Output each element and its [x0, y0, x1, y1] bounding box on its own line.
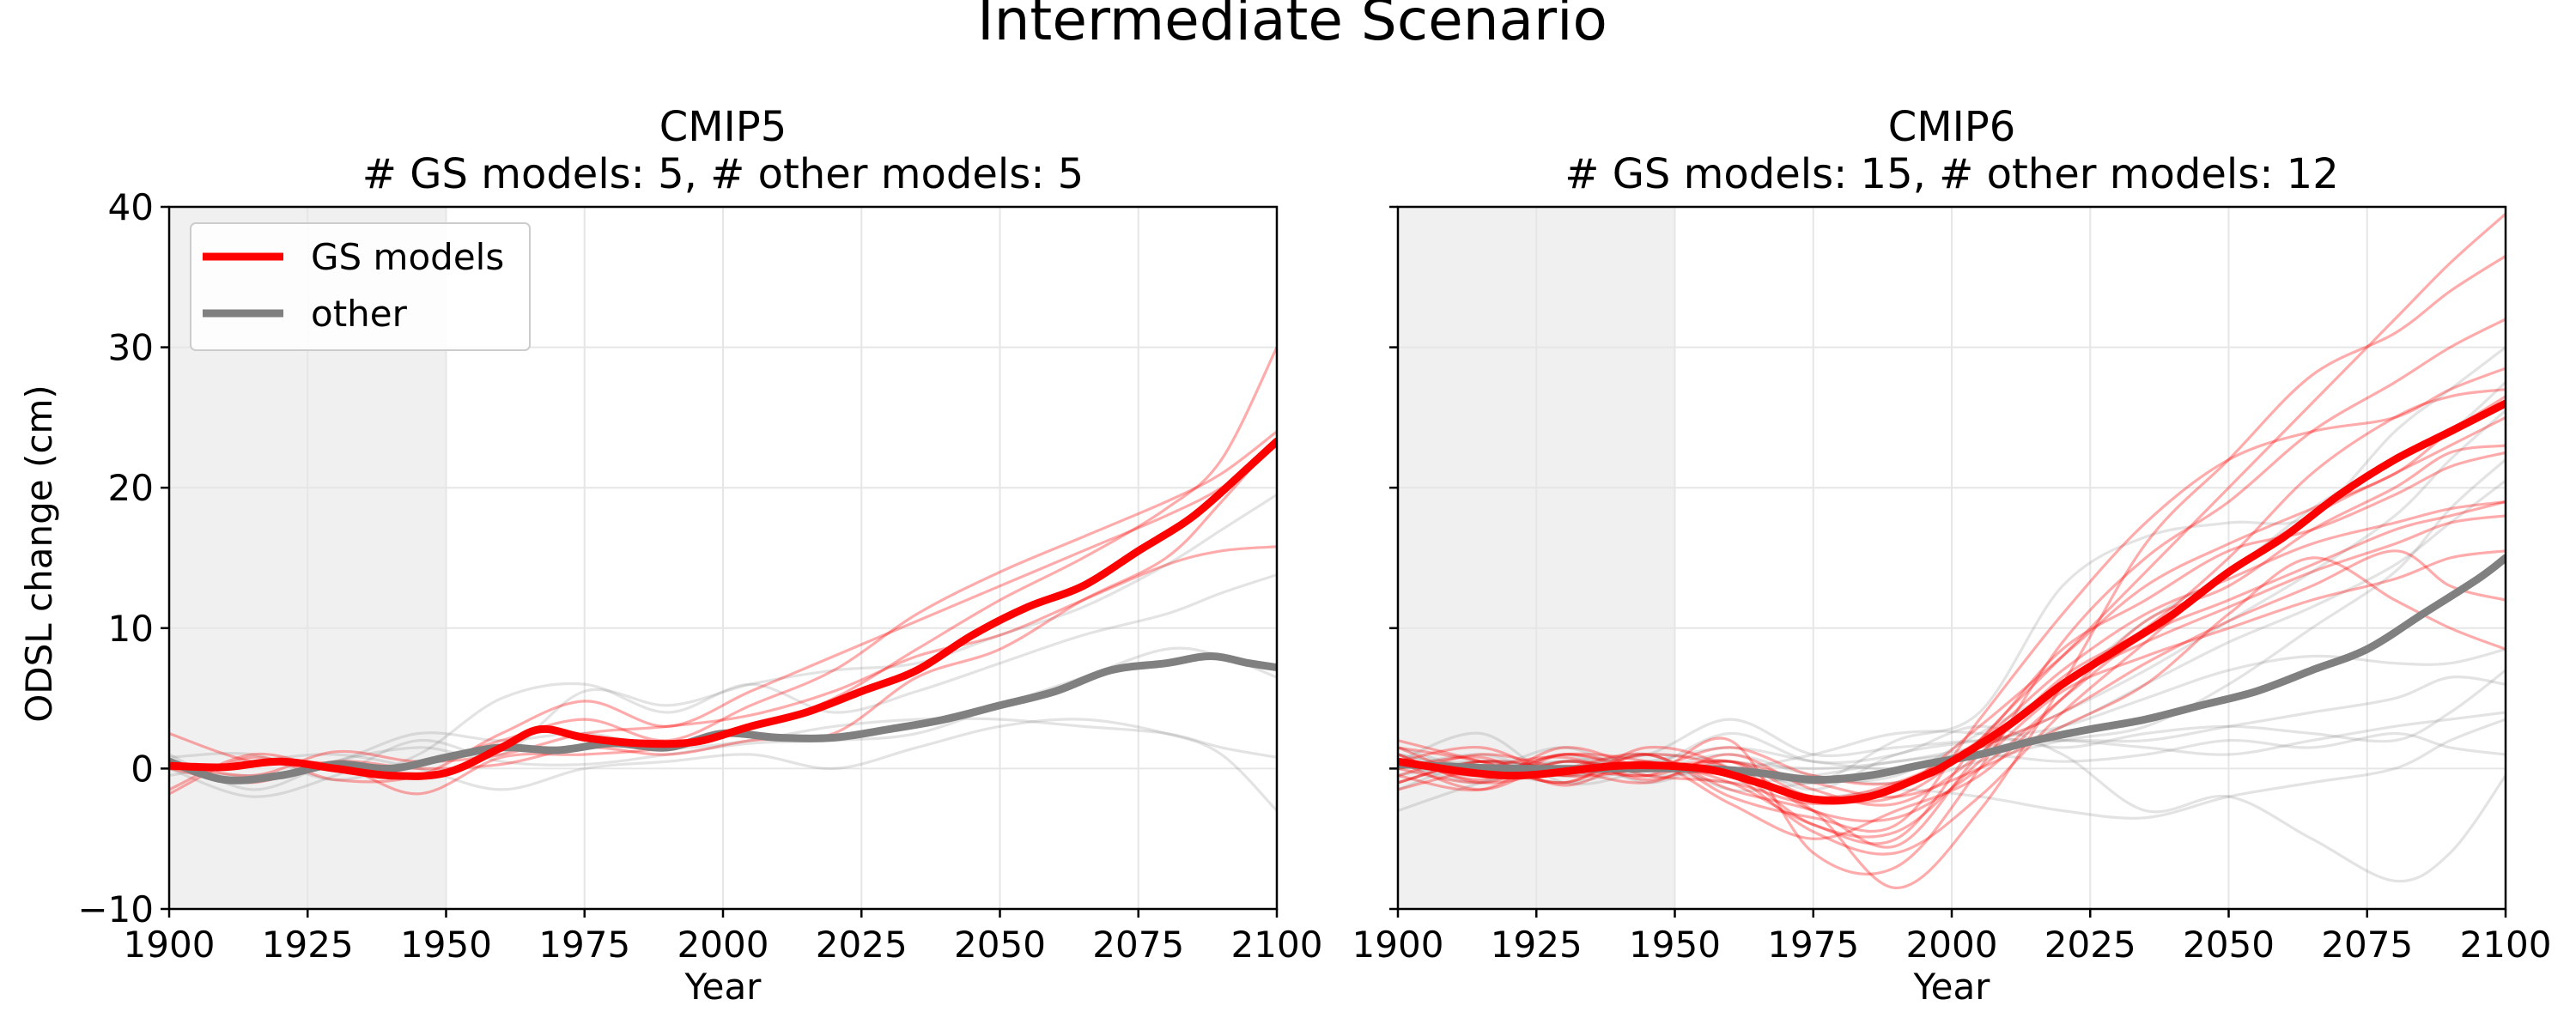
y-tick-label: 40	[108, 186, 154, 228]
series-member-gs-20	[1398, 514, 2506, 849]
series-member-other-5	[1398, 669, 2506, 778]
series-member-other-4	[169, 717, 1277, 778]
x-tick-label: 1900	[124, 924, 216, 966]
figure-title: Intermediate Scenario	[977, 0, 1607, 53]
series-mean-other	[169, 652, 1277, 785]
x-tick-label: 1900	[1352, 924, 1444, 966]
x-tick-label: 1950	[1629, 924, 1721, 966]
y-tick-label: 30	[108, 327, 154, 369]
y-tick-label: 20	[108, 467, 154, 509]
series-member-other-4	[1398, 457, 2506, 785]
series-mean-gs	[169, 437, 1277, 780]
panel-subtitle: # GS models: 15, # other models: 12	[1564, 150, 2338, 198]
y-axis-label: ODSL change (cm)	[18, 385, 60, 723]
series-member-other-0	[1398, 711, 2506, 813]
series-member-other-1	[1398, 724, 2506, 883]
series-member-other-2	[169, 718, 1277, 813]
x-tick-label: 2000	[677, 924, 769, 966]
x-tick-label: 1925	[1491, 924, 1583, 966]
legend: GS models other	[190, 222, 531, 351]
x-tick-label: 2050	[2183, 924, 2275, 966]
y-tick-label: 0	[131, 748, 154, 790]
series-member-gs-21	[1398, 556, 2506, 799]
series-member-gs-17	[1398, 415, 2506, 856]
series-member-gs-8	[169, 444, 1277, 796]
series-member-other-3	[169, 573, 1277, 782]
x-tick-label: 2000	[1906, 924, 1998, 966]
series-member-gs-9	[169, 437, 1277, 785]
x-tick-label: 2075	[2321, 924, 2413, 966]
panel-title: CMIP5	[659, 103, 787, 151]
series-member-gs-22	[1398, 395, 2506, 806]
x-tick-label: 2100	[2460, 924, 2552, 966]
series-member-other-2	[1398, 346, 2506, 785]
legend-label-gs: GS models	[311, 236, 504, 278]
legend-label-other: other	[311, 293, 408, 335]
x-tick-label: 2050	[954, 924, 1046, 966]
x-tick-label: 1925	[262, 924, 354, 966]
x-tick-label: 2075	[1092, 924, 1184, 966]
y-tick-label: 10	[108, 608, 154, 650]
series-member-other-0	[169, 493, 1277, 791]
panel-title: CMIP6	[1888, 103, 2016, 151]
x-tick-label: 1950	[400, 924, 492, 966]
x-tick-label: 1975	[538, 924, 630, 966]
panel-subtitle: # GS models: 5, # other models: 5	[362, 150, 1084, 198]
x-tick-label: 2100	[1231, 924, 1323, 966]
x-tick-label: 2025	[816, 924, 908, 966]
series-member-gs-23	[1398, 549, 2506, 839]
series-member-other-6	[1398, 718, 2506, 820]
x-axis-label: Year	[684, 966, 762, 1008]
x-tick-label: 2025	[2044, 924, 2136, 966]
series-member-gs-18	[1398, 444, 2506, 840]
panel-cmip5: CMIP5 # GS models: 5, # other models: 5 …	[18, 103, 1322, 1008]
series-member-gs-7	[169, 545, 1277, 778]
x-tick-label: 1975	[1767, 924, 1859, 966]
y-tick-label: −10	[77, 888, 154, 930]
x-axis-label: Year	[1913, 966, 1991, 1008]
series-mean-gs	[1398, 399, 2506, 805]
panel-cmip6: CMIP6 # GS models: 15, # other models: 1…	[1352, 103, 2552, 1008]
